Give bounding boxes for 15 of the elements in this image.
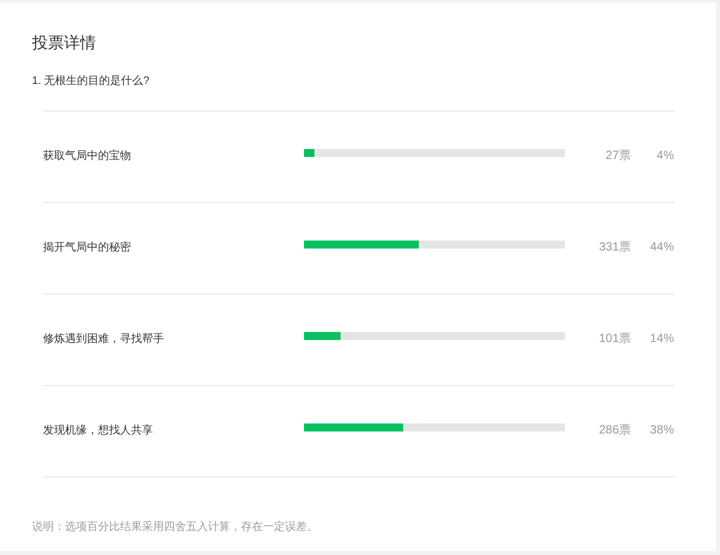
note: 说明：选项百分比结果采用四舍五入计算，存在一定误差。 [32,521,318,533]
subtitle: 1. 无根生的目的是什么? [32,75,150,87]
vote-count: 101票 [598,331,631,346]
vote-count: 331票 [598,240,631,254]
value-label: 4% [656,148,674,162]
value-label: 38% [650,422,674,437]
category-label: 获取气局中的宝物 [43,150,131,162]
value-label: 44% [650,240,674,254]
category-label: 修炼遇到困难，寻找帮手 [43,332,164,345]
category-label: 发现机缘，想找人共享 [43,424,153,436]
title: 投票详情 [32,35,96,52]
vote-count: 286票 [598,422,631,437]
value-label: 14% [650,331,674,346]
category-label: 揭开气局中的秘密 [43,241,131,254]
vote-count: 27票 [606,148,631,162]
